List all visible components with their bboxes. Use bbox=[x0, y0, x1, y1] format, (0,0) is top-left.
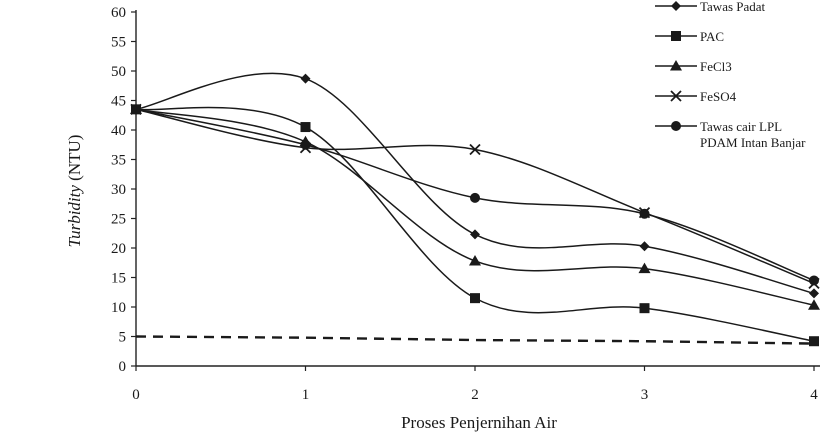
legend-marker-square bbox=[671, 31, 681, 41]
data-point-circle bbox=[639, 208, 650, 219]
series-lines bbox=[130, 72, 820, 347]
data-point-diamond bbox=[809, 288, 819, 299]
legend-label: FeCl3 bbox=[700, 59, 732, 74]
reference-dashed-line bbox=[135, 335, 815, 345]
y-tick-label: 30 bbox=[111, 182, 126, 198]
data-point-square bbox=[639, 303, 650, 314]
data-point-square bbox=[470, 293, 480, 304]
x-tick-label: 3 bbox=[641, 387, 649, 403]
legend-item: FeCl3 bbox=[655, 59, 732, 74]
data-point-circle bbox=[470, 192, 480, 203]
legend-label: PAC bbox=[700, 29, 724, 44]
legend: Tawas Padat PAC FeCl3 FeSO4 Tawas cair LPLPD… bbox=[655, 0, 806, 150]
x-tick-label: 0 bbox=[132, 387, 140, 403]
data-point-triangle bbox=[638, 262, 651, 274]
legend-label: FeSO4 bbox=[700, 89, 737, 104]
data-point-x bbox=[469, 143, 481, 156]
data-point-square bbox=[300, 122, 311, 133]
legend-item: FeSO4 bbox=[655, 89, 737, 104]
legend-item: PAC bbox=[655, 29, 724, 44]
y-tick-label: 35 bbox=[111, 153, 126, 169]
legend-label: Tawas Padat bbox=[700, 0, 766, 14]
data-point-circle bbox=[131, 104, 141, 115]
y-tick-label: 40 bbox=[111, 123, 126, 139]
data-point-diamond bbox=[470, 229, 480, 240]
x-tick-label: 4 bbox=[810, 387, 818, 403]
data-point-diamond bbox=[639, 241, 650, 252]
x-tick-label: 1 bbox=[302, 387, 310, 403]
y-tick-label: 55 bbox=[111, 35, 126, 51]
legend-marker-x bbox=[670, 90, 682, 102]
legend-marker-triangle bbox=[670, 60, 682, 71]
data-point-circle bbox=[300, 139, 311, 150]
y-tick-label: 20 bbox=[111, 241, 126, 257]
y-tick-label: 15 bbox=[111, 271, 126, 287]
data-point-triangle bbox=[469, 254, 481, 266]
x-marker-stroke bbox=[469, 143, 481, 156]
x-marker-stroke bbox=[670, 90, 682, 102]
axes: 0 5 10 15 20 25 30 35 40 45 50 55 60 0 1 2 3 4 Proses Penj… bbox=[65, 5, 820, 432]
legend-marker-diamond bbox=[671, 1, 681, 11]
legend-item: Tawas Padat bbox=[655, 0, 766, 14]
series-tawas-cair-lpl-pdam-intan-banjar bbox=[131, 104, 819, 286]
y-tick-label: 60 bbox=[111, 5, 126, 21]
data-point-triangle bbox=[808, 299, 820, 310]
legend-label: PDAM Intan Banjar bbox=[700, 135, 806, 150]
legend-marker-circle bbox=[671, 121, 681, 131]
y-axis-title-unit: (NTU) bbox=[65, 135, 84, 186]
y-tick-label: 10 bbox=[111, 300, 126, 316]
y-tick-label: 0 bbox=[119, 359, 127, 375]
y-tick-label: 50 bbox=[111, 64, 126, 80]
data-point-diamond bbox=[300, 73, 311, 84]
legend-label: Tawas cair LPL bbox=[700, 119, 782, 134]
y-axis-title-italic: Turbidity bbox=[65, 185, 84, 248]
data-point-square bbox=[809, 336, 819, 347]
y-tick-label: 25 bbox=[111, 212, 126, 228]
y-tick-label: 45 bbox=[111, 94, 126, 110]
x-axis-title: Proses Penjernihan Air bbox=[401, 413, 557, 432]
y-tick-label: 5 bbox=[119, 330, 127, 346]
x-tick-label: 2 bbox=[471, 387, 479, 403]
data-point-circle bbox=[809, 275, 819, 286]
y-axis-title: Turbidity (NTU) bbox=[65, 135, 84, 248]
